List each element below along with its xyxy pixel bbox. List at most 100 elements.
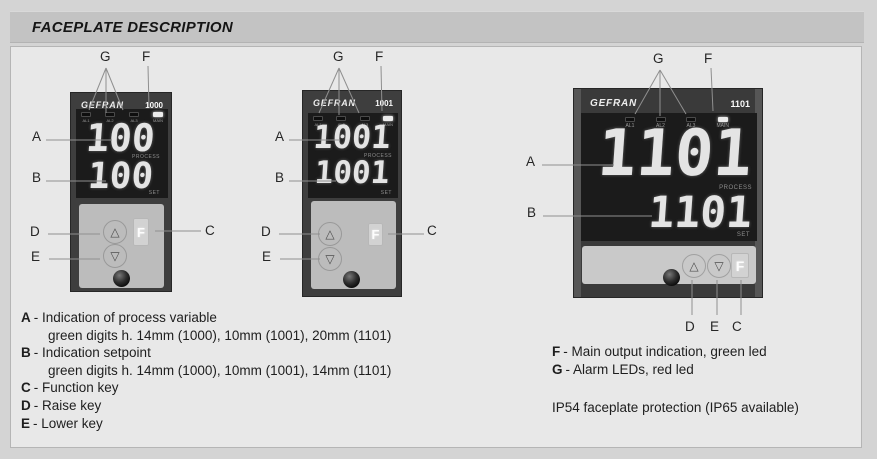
- lower-key: ▽: [707, 254, 731, 278]
- lower-key: ▽: [318, 247, 342, 271]
- legend-item-b-detail: green digits h. 14mm (1000), 10mm (1001)…: [48, 362, 392, 378]
- callout-a-1001: A: [275, 129, 285, 144]
- keypad: △ ▽ F: [311, 201, 396, 289]
- function-key: F: [133, 218, 149, 246]
- controller-1001: GEFRAN 1001 AL1 AL2 AL3 MAIN 1001 PROCES…: [302, 90, 402, 297]
- raise-key: △: [318, 222, 342, 246]
- controller-1101: GEFRAN 1101 AL1 AL2 AL3 MAIN 1101 PROCES…: [573, 88, 763, 298]
- alarm-led-2: AL2: [336, 116, 347, 127]
- led-indicator-icon: [336, 116, 347, 121]
- led-indicator-icon: [717, 117, 728, 122]
- gefran-logo: GEFRAN: [313, 98, 356, 108]
- main-output-led: MAIN: [717, 117, 729, 129]
- led-indicator-icon: [359, 116, 370, 121]
- legend-item-a-detail: green digits h. 14mm (1000), 10mm (1001)…: [48, 327, 392, 343]
- callout-f-1101: F: [704, 51, 713, 66]
- alarm-led-3: AL3: [686, 117, 696, 129]
- process-value-display: 100: [84, 116, 157, 160]
- device-header: GEFRAN 1101: [590, 98, 750, 109]
- function-key: F: [368, 223, 383, 246]
- callout-g-1000: G: [100, 49, 111, 64]
- callout-b-1101: B: [527, 205, 537, 220]
- display-area: AL1 AL2 AL3 MAIN 100 PROCESS 100 SET: [76, 109, 168, 198]
- section-title: FACEPLATE DESCRIPTION: [32, 19, 234, 36]
- alarm-led-1: AL1: [625, 117, 635, 129]
- legend-item-f: F- Main output indication, green led: [552, 344, 767, 359]
- led-indicator-icon: [655, 117, 666, 122]
- lower-key: ▽: [103, 244, 127, 268]
- callout-c-1000: C: [205, 223, 215, 238]
- callout-e-1000: E: [31, 249, 41, 264]
- legend-left: A- Indication of process variable green …: [21, 309, 391, 432]
- process-label: PROCESS: [364, 153, 392, 159]
- set-label: SET: [736, 232, 750, 238]
- led-indicator-icon: [105, 112, 115, 117]
- main-output-led: MAIN: [382, 116, 393, 127]
- main-output-led: MAIN: [153, 112, 163, 123]
- alarm-led-1: AL1: [81, 112, 91, 123]
- panel-screw: [663, 269, 680, 286]
- callout-d-1001: D: [261, 224, 271, 239]
- alarm-led-1: AL1: [313, 116, 323, 127]
- callout-a-1101: A: [526, 154, 536, 169]
- callout-d-1101: D: [685, 319, 695, 334]
- set-label: SET: [148, 190, 160, 196]
- protection-note: IP54 faceplate protection (IP65 availabl…: [552, 400, 799, 416]
- setpoint-display: 1101: [646, 188, 754, 238]
- controller-1000: GEFRAN 1000 AL1 AL2 AL3 MAIN 100 PROCESS…: [70, 92, 172, 292]
- display-area: AL1 AL2 AL3 MAIN 1001 PROCESS 1001 SET: [308, 113, 398, 198]
- legend-item-a: A- Indication of process variable: [21, 310, 217, 325]
- callout-g-1101: G: [653, 51, 664, 66]
- model-number: 1001: [375, 98, 393, 108]
- panel-screw: [113, 270, 130, 287]
- led-row: AL1 AL2 AL3 MAIN: [313, 116, 393, 127]
- alarm-led-3: AL3: [359, 116, 370, 127]
- callout-c-1001: C: [427, 223, 437, 238]
- raise-key: △: [103, 220, 127, 244]
- callout-d-1000: D: [30, 224, 40, 239]
- model-number: 1101: [730, 98, 750, 109]
- led-indicator-icon: [686, 117, 696, 122]
- alarm-led-3: AL3: [129, 112, 139, 123]
- section-header: FACEPLATE DESCRIPTION: [10, 11, 864, 43]
- panel-screw: [343, 271, 360, 288]
- setpoint-display: 1001: [313, 155, 391, 191]
- model-number: 1000: [145, 100, 163, 110]
- led-indicator-icon: [382, 116, 393, 121]
- callout-a-1000: A: [32, 129, 42, 144]
- display-area: AL1 AL2 AL3 MAIN 1101 PROCESS 1101 SET: [581, 113, 757, 241]
- function-key: F: [731, 253, 749, 278]
- callout-f-1001: F: [375, 49, 384, 64]
- raise-key: △: [682, 254, 706, 278]
- led-row: AL1 AL2 AL3 MAIN: [81, 112, 163, 123]
- led-indicator-icon: [153, 112, 163, 117]
- callout-b-1000: B: [32, 170, 42, 185]
- legend-item-e: E- Lower key: [21, 415, 103, 431]
- legend-item-c: C- Function key: [21, 380, 119, 396]
- alarm-led-2: AL2: [105, 112, 115, 123]
- led-indicator-icon: [313, 116, 323, 121]
- legend-item-d: D- Raise key: [21, 397, 102, 413]
- led-indicator-icon: [625, 117, 635, 122]
- keypad: △ ▽ F: [79, 204, 164, 288]
- callout-f-1000: F: [142, 49, 151, 64]
- process-value-display: 1101: [595, 117, 755, 191]
- process-value-display: 1001: [312, 118, 392, 156]
- legend-right: F- Main output indication, green led G- …: [552, 343, 799, 417]
- setpoint-display: 100: [86, 156, 155, 197]
- legend-item-g: G- Alarm LEDs, red led: [552, 361, 694, 377]
- device-header: GEFRAN 1001: [313, 98, 393, 108]
- alarm-led-2: AL2: [655, 117, 666, 129]
- callout-c-1101: C: [732, 319, 742, 334]
- callout-e-1101: E: [710, 319, 720, 334]
- led-indicator-icon: [81, 112, 91, 117]
- led-indicator-icon: [129, 112, 139, 117]
- gefran-logo: GEFRAN: [590, 98, 638, 109]
- process-label: PROCESS: [132, 154, 160, 160]
- led-row: AL1 AL2 AL3 MAIN: [625, 117, 729, 129]
- callout-b-1001: B: [275, 170, 285, 185]
- callout-e-1001: E: [262, 249, 272, 264]
- process-label: PROCESS: [719, 185, 752, 191]
- callout-g-1001: G: [333, 49, 344, 64]
- legend-item-b: B- Indication setpoint: [21, 345, 151, 361]
